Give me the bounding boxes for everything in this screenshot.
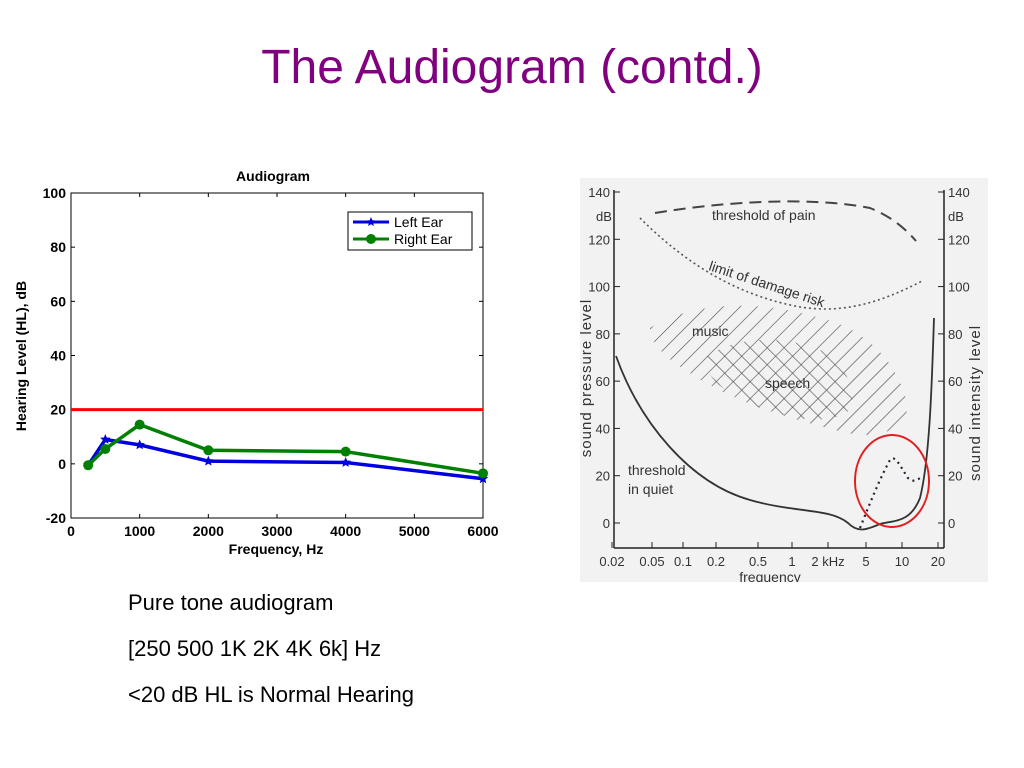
- y-label-right: sound intensity level: [967, 325, 984, 481]
- threshold-in-quiet-curve: [615, 317, 935, 531]
- dotted-dip-curve: [858, 457, 921, 529]
- x-tick-label: 3000: [261, 523, 292, 539]
- slide-title: The Audiogram (contd.): [261, 41, 763, 94]
- caption-normal-hearing: <20 dB HL is Normal Hearing: [128, 682, 414, 707]
- right-ear-line: [86, 422, 484, 476]
- y-tick-label: 100: [43, 185, 67, 201]
- y-tick-label: 40: [50, 348, 66, 364]
- left-ear-point: [134, 439, 145, 450]
- legend-marker-right-ear: [366, 234, 376, 244]
- y-tick-label: 0: [58, 456, 66, 472]
- diagram-y-tick-label-right: 60: [948, 374, 962, 389]
- x-tick-label: 0: [67, 523, 75, 539]
- diagram-y-tick-label-right: 100: [948, 280, 970, 295]
- legend-label-right-ear: Right Ear: [394, 231, 453, 247]
- diagram-x-tick-label: 10: [895, 554, 909, 569]
- left-ear-point: [340, 457, 351, 467]
- diagram-y-tick-label-left: 80: [596, 327, 610, 342]
- x-tick-label: 5000: [399, 523, 430, 539]
- highlight-circle: [854, 434, 930, 528]
- legend-box: [347, 211, 473, 251]
- diagram-y-tick-label-right: 120: [948, 232, 970, 247]
- y-tick-label: -20: [46, 510, 66, 526]
- y-label-left: sound pressure level: [580, 299, 595, 457]
- caption-pure-tone: Pure tone audiogram: [128, 590, 334, 615]
- x-label: frequency: [739, 569, 800, 582]
- diagram-y-tick-label-left: 140: [588, 185, 610, 200]
- diagram-y-tick-label-left: 0: [603, 516, 610, 531]
- series-layer: [82, 419, 489, 484]
- right-ear-point: [203, 445, 214, 456]
- diagram-x-tick-label: 0.05: [639, 554, 664, 569]
- caption-frequencies: [250 500 1K 2K 4K 6k] Hz: [128, 636, 382, 661]
- diagram-x-tick-label: 2 kHz: [811, 554, 844, 569]
- left-ear-point: [100, 434, 111, 444]
- diagram-x-tick-label: 0.02: [599, 554, 624, 569]
- diagram-y-tick-label-left: 40: [596, 421, 610, 436]
- right-ear-point: [478, 468, 488, 479]
- diagram-y-tick-label-left: 20: [596, 469, 610, 484]
- label-threshold-line2: in quiet: [628, 481, 673, 497]
- diagram-y-tick-label-left: 100: [588, 280, 610, 295]
- chart-title: Audiogram: [236, 168, 310, 184]
- diagram-y-tick-label-right: 0: [948, 516, 955, 531]
- label-speech: speech: [765, 375, 810, 391]
- left-ear-point: [203, 455, 214, 466]
- y-tick-label: 20: [50, 402, 66, 418]
- x-tick-label: 2000: [193, 523, 224, 539]
- diagram-y-tick-label-right: 20: [948, 469, 962, 484]
- diagram-x-tick-label: 0.1: [674, 554, 692, 569]
- diagram-x-tick-label: 5: [862, 554, 869, 569]
- diagram-y-tick-label-left: 120: [588, 232, 610, 247]
- diagram-y-tick-label-right: 80: [948, 327, 962, 342]
- threshold-of-pain-curve: [654, 200, 917, 242]
- diagram-y-tick-label-right: 140: [948, 185, 970, 200]
- diagram-x-tick-label: 1: [788, 554, 795, 569]
- diagram-y-tick-label-left: 60: [596, 374, 610, 389]
- label-threshold-line1: threshold: [628, 462, 686, 478]
- right-ear-point: [100, 443, 111, 454]
- legend-marker-left-ear: [366, 217, 376, 226]
- unit-left: dB: [596, 209, 612, 224]
- diagram-y-tick-label-right: 40: [948, 421, 962, 436]
- y-tick-label: 60: [50, 293, 66, 309]
- right-ear-point: [83, 460, 94, 471]
- label-threshold-of-pain: threshold of pain: [712, 207, 816, 223]
- legend-label-left-ear: Left Ear: [394, 214, 443, 230]
- x-axis-label: Frequency, Hz: [229, 541, 324, 557]
- unit-right: dB: [948, 209, 964, 224]
- speech-region: [705, 339, 853, 420]
- diagram-axes: [613, 190, 945, 549]
- diagram-x-tick-label: 20: [931, 554, 945, 569]
- diagram-x-tick-label: 0.5: [749, 554, 767, 569]
- y-tick-label: 80: [50, 239, 66, 255]
- diagram-x-tick-label: 0.2: [707, 554, 725, 569]
- y-axis-label: Hearing Level (HL), dB: [13, 281, 29, 431]
- x-tick-label: 4000: [330, 523, 361, 539]
- label-music: music: [692, 323, 729, 339]
- damage-risk-curve: [639, 217, 923, 310]
- left-ear-line: [86, 437, 484, 481]
- x-tick-label: 1000: [124, 523, 155, 539]
- right-ear-point: [134, 419, 145, 430]
- right-ear-point: [340, 446, 351, 457]
- x-tick-label: 6000: [467, 523, 498, 539]
